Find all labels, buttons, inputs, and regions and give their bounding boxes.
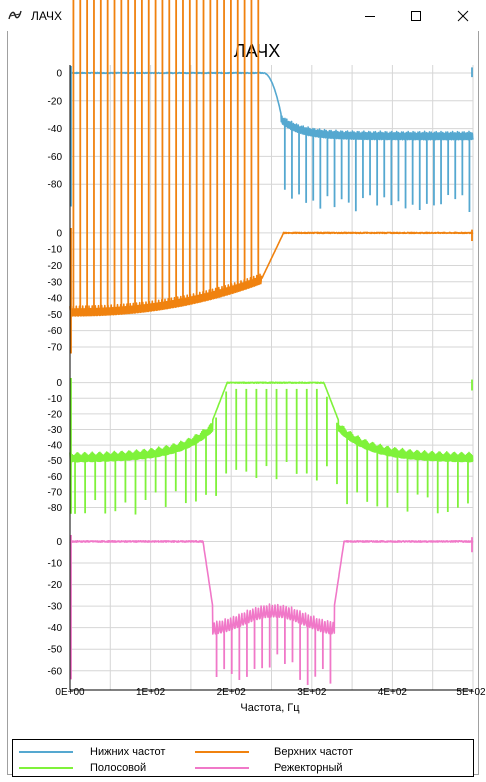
legend-swatch-highpass: [195, 751, 249, 753]
y-tick-label: -70: [48, 342, 63, 353]
plot-area: 0 -20 -40 -60 -80 0 -10 -20 -30 -40 -50 -60 -70 0 -10 -…: [48, 0, 474, 685]
x-tick-label: 4E+02: [378, 687, 408, 698]
y-tick-label: -30: [48, 425, 63, 436]
window-frame-right: [478, 31, 479, 775]
y-tick-label: -20: [48, 409, 63, 420]
y-tick-label: -50: [48, 310, 63, 321]
maximize-button[interactable]: [393, 0, 439, 31]
chart-legend: Нижних частот Верхних частот Полосовой Р…: [12, 739, 474, 777]
close-icon: [457, 10, 469, 21]
y-tick-label: 0: [56, 68, 62, 79]
legend-item-highpass: Верхних частот: [195, 745, 395, 759]
y-tick-label: -80: [48, 503, 63, 514]
window-frame-left: [7, 31, 8, 775]
legend-swatch-lowpass: [19, 751, 73, 753]
y-tick-label: -40: [48, 294, 63, 305]
x-tick-label: 3E+02: [297, 687, 327, 698]
series-line-3: [69, 381, 474, 463]
y-tick-label: -70: [48, 487, 63, 498]
y-tick-label: -60: [48, 152, 63, 163]
legend-label-lowpass: Нижних частот: [90, 746, 166, 758]
x-tick-label: 2E+02: [217, 687, 247, 698]
y-tick-label: -20: [48, 261, 63, 272]
y-tick-label: -60: [48, 472, 63, 483]
x-axis-label: Частота, Гц: [240, 702, 300, 714]
series-line-4: [69, 540, 474, 635]
y-tick-label: -10: [48, 245, 63, 256]
panel-1: 0 -20 -40 -60 -80: [48, 66, 474, 212]
x-tick-label: 1E+02: [136, 687, 166, 698]
legend-item-lowpass: Нижних частот: [19, 745, 209, 759]
panel-3: 0 -10 -20 -30 -40 -50 -60 -70 -80: [48, 378, 474, 515]
filter-response-chart: ЛАЧХ 0 -20 -40 -60 -80 0 -10 -20 -30 -40 -50 -60 -70…: [48, 0, 486, 714]
y-tick-label: -60: [48, 666, 63, 677]
panel-2: 0 -10 -20 -30 -40 -50 -60 -70: [48, 0, 474, 354]
chart-axes: 0E+00 1E+02 2E+02 3E+02 4E+02 5E+02: [55, 65, 486, 698]
y-tick-label: 0: [56, 378, 62, 389]
legend-label-bandstop: Режекторный: [274, 762, 343, 774]
y-tick-label: -50: [48, 645, 63, 656]
y-tick-label: -10: [48, 559, 63, 570]
y-tick-label: -20: [48, 580, 63, 591]
x-tick-label: 5E+02: [456, 687, 486, 698]
minimize-icon: [365, 15, 375, 17]
chart-grid: [69, 65, 474, 690]
y-tick-label: -30: [48, 277, 63, 288]
x-tick-label: 0E+00: [55, 687, 85, 698]
legend-item-bandpass: Полосовой: [19, 761, 209, 775]
close-button[interactable]: [440, 0, 486, 31]
panel-4: 0 -10 -20 -30 -40 -50 -60: [48, 535, 474, 685]
minimize-button[interactable]: [347, 0, 393, 31]
y-tick-label: -50: [48, 456, 63, 467]
window-title: ЛАЧХ: [31, 9, 62, 23]
y-tick-label: 0: [56, 228, 62, 239]
chart-title: ЛАЧХ: [234, 41, 280, 61]
y-tick-label: -40: [48, 124, 63, 135]
y-tick-label: -80: [48, 180, 63, 191]
legend-label-bandpass: Полосовой: [90, 762, 147, 774]
y-tick-label: -40: [48, 623, 63, 634]
y-tick-label: -30: [48, 602, 63, 613]
y-tick-label: -10: [48, 394, 63, 405]
maximize-icon: [411, 10, 421, 21]
app-logo-icon: [8, 10, 22, 20]
legend-item-bandstop: Режекторный: [195, 761, 395, 775]
y-tick-label: -60: [48, 326, 63, 337]
legend-swatch-bandstop: [195, 767, 249, 769]
y-tick-label: 0: [56, 537, 62, 548]
y-tick-label: -20: [48, 96, 63, 107]
series-line-2: [69, 231, 474, 317]
legend-swatch-bandpass: [19, 767, 73, 769]
legend-label-highpass: Верхних частот: [274, 746, 353, 758]
y-tick-label: -40: [48, 441, 63, 452]
